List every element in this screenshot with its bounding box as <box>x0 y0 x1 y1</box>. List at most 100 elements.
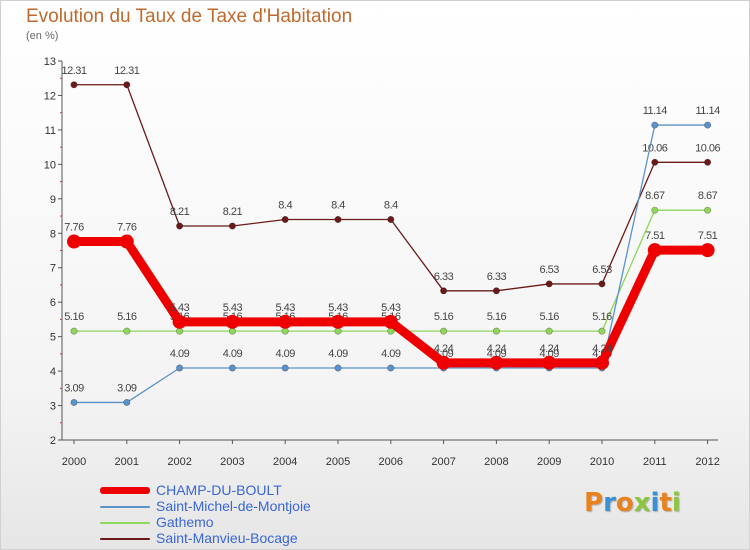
data-point <box>278 314 293 329</box>
data-point <box>700 243 715 258</box>
chart-subtitle: (en %) <box>26 30 59 42</box>
y-tick-label: 10 <box>44 159 56 171</box>
data-label: 4.24 <box>539 343 559 355</box>
data-label: 6.53 <box>592 264 612 276</box>
data-label: 8.67 <box>645 190 665 202</box>
legend-label: CHAMP-DU-BOULT <box>156 482 282 498</box>
data-point <box>440 287 448 295</box>
y-tick-label: 13 <box>44 56 56 68</box>
x-tick-label: 2002 <box>167 456 191 468</box>
data-label: 10.06 <box>695 142 720 154</box>
data-point <box>489 355 504 370</box>
x-tick-label: 2008 <box>484 456 508 468</box>
data-point <box>176 222 184 230</box>
data-label: 11.14 <box>643 105 668 117</box>
data-point <box>172 314 187 329</box>
data-label: 3.09 <box>117 382 137 394</box>
logo-letter: x <box>633 488 651 518</box>
legend-label: Saint-Michel-de-Montjoie <box>156 498 311 514</box>
x-tick-label: 2007 <box>431 456 455 468</box>
data-point <box>387 215 395 223</box>
y-tick-label: 5 <box>50 332 56 344</box>
data-label: 7.51 <box>645 230 665 242</box>
data-label: 12.31 <box>114 65 139 77</box>
data-label: 6.33 <box>487 271 507 283</box>
data-point <box>542 355 557 370</box>
data-point <box>228 222 236 230</box>
logo-letter: i <box>650 488 660 518</box>
data-point <box>228 364 236 372</box>
data-point <box>704 158 712 166</box>
data-point <box>70 81 78 89</box>
data-label: 5.16 <box>487 311 507 323</box>
data-label: 7.76 <box>117 222 137 234</box>
data-label: 8.21 <box>170 206 190 218</box>
data-label: 4.09 <box>328 348 348 360</box>
data-point <box>436 355 451 370</box>
data-point <box>176 364 184 372</box>
data-point <box>704 121 712 129</box>
data-point <box>440 327 448 335</box>
data-label: 5.16 <box>539 311 559 323</box>
data-label: 4.24 <box>434 343 454 355</box>
data-point <box>225 314 240 329</box>
logo-letter: P <box>584 488 604 518</box>
chart-title: Evolution du Taux de Taxe d'Habitation <box>26 6 353 27</box>
data-label: 4.09 <box>170 348 190 360</box>
data-point <box>123 327 131 335</box>
data-label: 5.16 <box>117 311 137 323</box>
y-tick-label: 4 <box>50 366 56 378</box>
y-tick-label: 12 <box>44 90 56 102</box>
data-point <box>123 81 131 89</box>
legend-label: Gathemo <box>156 514 214 530</box>
data-point <box>651 158 659 166</box>
data-point <box>67 234 81 249</box>
data-label: 11.14 <box>695 105 720 117</box>
data-label: 4.09 <box>223 348 243 360</box>
x-tick-label: 2004 <box>273 456 297 468</box>
series-line <box>73 84 709 292</box>
data-point <box>598 280 606 288</box>
data-label: 8.21 <box>223 206 243 218</box>
data-point <box>334 215 342 223</box>
legend-swatch <box>100 487 150 494</box>
x-tick-label: 2000 <box>62 456 86 468</box>
proxiti-logo: Proxiti <box>584 488 681 518</box>
legend-label: Saint-Manvieu-Bocage <box>156 530 298 546</box>
data-point <box>281 364 289 372</box>
data-point <box>387 364 395 372</box>
data-label: 8.4 <box>278 199 292 211</box>
data-point <box>228 327 236 335</box>
x-tick-label: 2006 <box>379 456 403 468</box>
data-label: 6.33 <box>434 271 454 283</box>
data-point <box>331 314 345 329</box>
data-point <box>123 398 131 406</box>
data-point <box>651 206 659 214</box>
data-label: 8.4 <box>331 199 345 211</box>
data-point <box>281 215 289 223</box>
legend-swatch <box>100 522 150 524</box>
data-point <box>334 364 342 372</box>
data-label: 3.09 <box>64 382 84 394</box>
data-point <box>651 121 659 129</box>
data-label: 8.4 <box>384 199 398 211</box>
data-label: 5.43 <box>170 302 190 314</box>
data-point <box>70 398 78 406</box>
y-tick-label: 9 <box>50 194 56 206</box>
x-tick-label: 2005 <box>326 456 350 468</box>
data-label: 12.31 <box>61 65 86 77</box>
data-label: 7.51 <box>698 230 718 242</box>
data-label: 5.16 <box>592 311 612 323</box>
y-tick-label: 7 <box>50 263 56 275</box>
data-label: 4.24 <box>592 343 612 355</box>
y-tick-label: 3 <box>50 401 56 413</box>
data-point <box>647 243 662 258</box>
data-label: 4.09 <box>275 348 295 360</box>
data-label: 10.06 <box>642 142 667 154</box>
logo-letter: o <box>615 488 634 518</box>
series-line <box>73 124 709 404</box>
data-point <box>545 280 553 288</box>
logo-letter: i <box>671 488 681 518</box>
data-point <box>70 327 78 335</box>
